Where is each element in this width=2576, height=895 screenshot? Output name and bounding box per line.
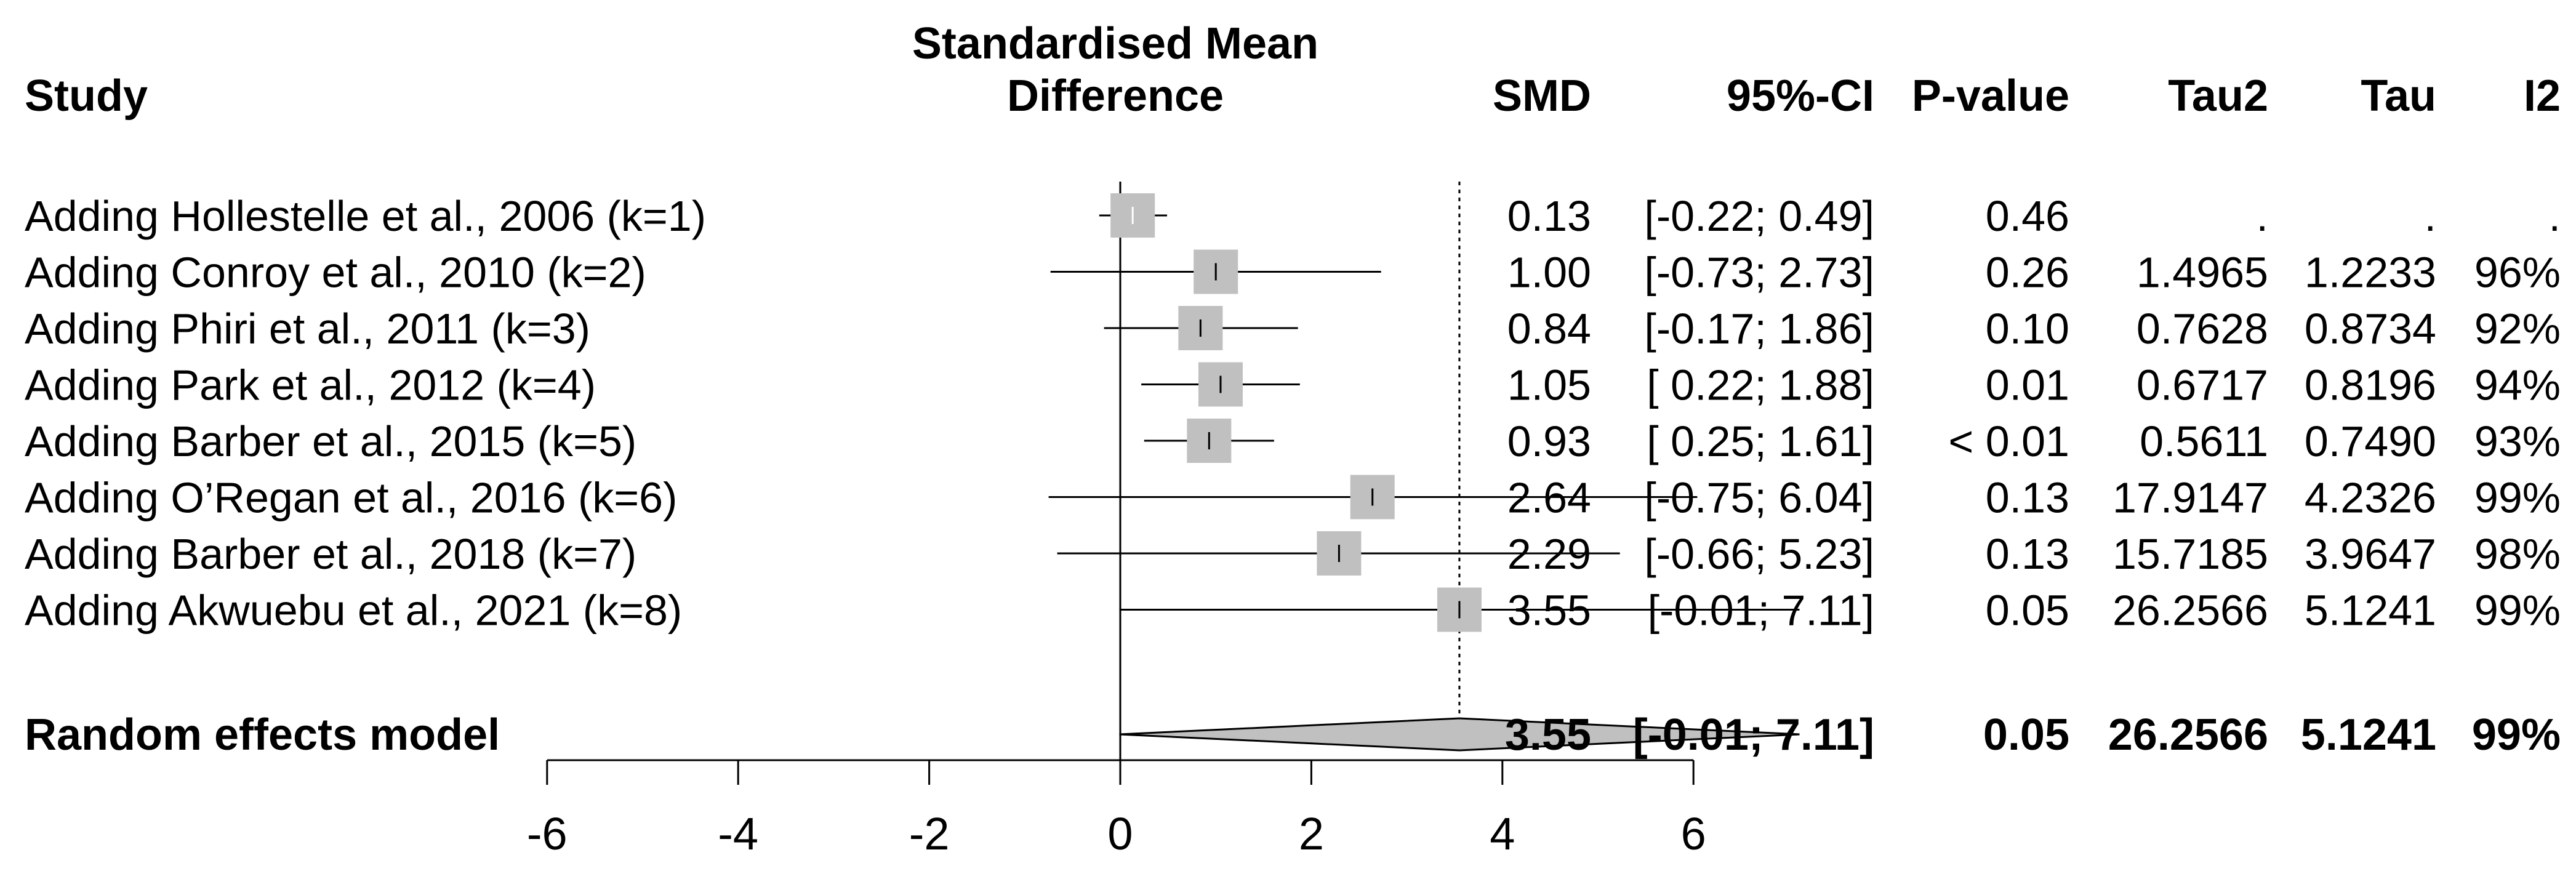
plot-title-line2: Difference xyxy=(1007,71,1224,121)
study-row: Adding Barber et al., 2018 (k=7) 2.29 [-0.… xyxy=(25,530,2561,578)
smd-value: 3.55 xyxy=(1507,587,1591,635)
smd-value: 0.13 xyxy=(1507,192,1591,240)
x-axis-tick-label: 6 xyxy=(1681,808,1706,859)
summary-tau-value: 5.1241 xyxy=(2301,710,2436,760)
x-axis-tick-label: 2 xyxy=(1299,808,1324,859)
i2-value: 93% xyxy=(2474,417,2561,465)
header-tau2: Tau2 xyxy=(2168,71,2268,121)
x-axis-tick-label: 4 xyxy=(1490,808,1515,859)
i2-value: 96% xyxy=(2474,249,2561,297)
tau2-value: 15.7185 xyxy=(2113,530,2268,578)
i2-value: 98% xyxy=(2474,530,2561,578)
tau2-value: 17.9147 xyxy=(2113,474,2268,522)
ci-value: [-0.17; 1.86] xyxy=(1644,305,1874,353)
tau-value: 0.8734 xyxy=(2305,305,2436,353)
i2-value: 94% xyxy=(2474,361,2561,409)
summary-p-value: 0.05 xyxy=(1983,710,2069,760)
study-label: Adding O’Regan et al., 2016 (k=6) xyxy=(25,474,677,522)
summary-smd-value: 3.55 xyxy=(1505,710,1591,760)
tau2-value: 0.6717 xyxy=(2137,361,2268,409)
p-value: 0.13 xyxy=(1986,474,2069,522)
study-row: Adding Barber et al., 2015 (k=5) 0.93 [ 0.… xyxy=(25,417,2561,465)
summary-tau2-value: 26.2566 xyxy=(2108,710,2268,760)
plot-title-line1: Standardised Mean xyxy=(912,19,1318,68)
study-label: Adding Hollestelle et al., 2006 (k=1) xyxy=(25,192,706,240)
header-tau: Tau xyxy=(2361,71,2436,121)
ci-value: [-0.01; 7.11] xyxy=(1648,587,1874,635)
smd-value: 2.64 xyxy=(1507,474,1591,522)
p-value: 0.05 xyxy=(1986,587,2069,635)
smd-value: 2.29 xyxy=(1507,530,1591,578)
tau-value: 1.2233 xyxy=(2305,249,2436,297)
ci-value: [-0.75; 6.04] xyxy=(1644,474,1874,522)
header-ci: 95%-CI xyxy=(1727,71,1874,121)
x-axis-tick-label: 0 xyxy=(1107,808,1133,859)
study-row: Adding O’Regan et al., 2016 (k=6) 2.64 [-0… xyxy=(25,474,2561,522)
x-axis-tick-label: -4 xyxy=(718,808,758,859)
i2-value: 99% xyxy=(2474,474,2561,522)
summary-diamond xyxy=(1119,717,1800,752)
study-row: Adding Akwuebu et al., 2021 (k=8) 3.55 [-0… xyxy=(25,587,2561,635)
study-label: Adding Barber et al., 2018 (k=7) xyxy=(25,530,636,578)
ci-value: [-0.73; 2.73] xyxy=(1644,249,1874,297)
i2-value: 99% xyxy=(2474,587,2561,635)
study-label: Adding Barber et al., 2015 (k=5) xyxy=(25,417,636,465)
p-value: 0.10 xyxy=(1986,305,2069,353)
study-row: Adding Park et al., 2012 (k=4) 1.05 [ 0.22… xyxy=(25,361,2561,409)
tau2-value: 0.7628 xyxy=(2137,305,2268,353)
study-row: Adding Hollestelle et al., 2006 (k=1) 0.1… xyxy=(25,192,2561,240)
study-label: Adding Conroy et al., 2010 (k=2) xyxy=(25,249,646,297)
tau-value: . xyxy=(2425,192,2436,240)
header-pvalue: P-value xyxy=(1912,71,2069,121)
ci-value: [ 0.22; 1.88] xyxy=(1647,361,1874,409)
tau2-value: . xyxy=(2257,192,2268,240)
summary-row: Random effects model 3.55 [-0.01; 7.11] 0.0… xyxy=(25,710,2561,760)
summary-ci-value: [-0.01; 7.11] xyxy=(1633,710,1874,760)
tau-value: 4.2326 xyxy=(2305,474,2436,522)
study-label: Adding Park et al., 2012 (k=4) xyxy=(25,361,596,409)
study-row: Adding Conroy et al., 2010 (k=2) 1.00 [-0.… xyxy=(25,249,2561,297)
smd-value: 1.05 xyxy=(1507,361,1591,409)
p-value: 0.13 xyxy=(1986,530,2069,578)
study-label: Adding Phiri et al., 2011 (k=3) xyxy=(25,305,590,353)
ci-value: [ 0.25; 1.61] xyxy=(1647,417,1874,465)
tau-value: 0.8196 xyxy=(2305,361,2436,409)
tau-value: 3.9647 xyxy=(2305,530,2436,578)
smd-value: 0.93 xyxy=(1507,417,1591,465)
smd-value: 1.00 xyxy=(1507,249,1591,297)
p-value: 0.26 xyxy=(1986,249,2069,297)
p-value: 0.46 xyxy=(1986,192,2069,240)
ci-value: [-0.66; 5.23] xyxy=(1644,530,1874,578)
header-i2: I2 xyxy=(2524,71,2561,121)
smd-value: 0.84 xyxy=(1507,305,1591,353)
i2-value: . xyxy=(2549,192,2561,240)
tau2-value: 0.5611 xyxy=(2140,417,2268,465)
x-axis-tick-label: -2 xyxy=(909,808,950,859)
study-rows: Adding Hollestelle et al., 2006 (k=1) 0.1… xyxy=(25,192,2561,635)
tau-value: 0.7490 xyxy=(2305,417,2436,465)
tau-value: 5.1241 xyxy=(2305,587,2436,635)
p-value: < 0.01 xyxy=(1948,417,2069,465)
x-axis-tick-label: -6 xyxy=(527,808,568,859)
summary-i2-value: 99% xyxy=(2472,710,2561,760)
study-label: Adding Akwuebu et al., 2021 (k=8) xyxy=(25,587,682,635)
x-axis: -6 -4 -2 0 2 4 6 xyxy=(527,759,1706,859)
p-value: 0.01 xyxy=(1986,361,2069,409)
tau2-value: 26.2566 xyxy=(2113,587,2268,635)
header-smd: SMD xyxy=(1493,71,1591,121)
i2-value: 92% xyxy=(2474,305,2561,353)
study-row: Adding Phiri et al., 2011 (k=3) 0.84 [-0.1… xyxy=(25,305,2561,353)
tau2-value: 1.4965 xyxy=(2137,249,2268,297)
header-study: Study xyxy=(25,71,148,121)
plot-area xyxy=(1119,182,1461,760)
ci-value: [-0.22; 0.49] xyxy=(1644,192,1874,240)
summary-label: Random effects model xyxy=(25,710,500,760)
